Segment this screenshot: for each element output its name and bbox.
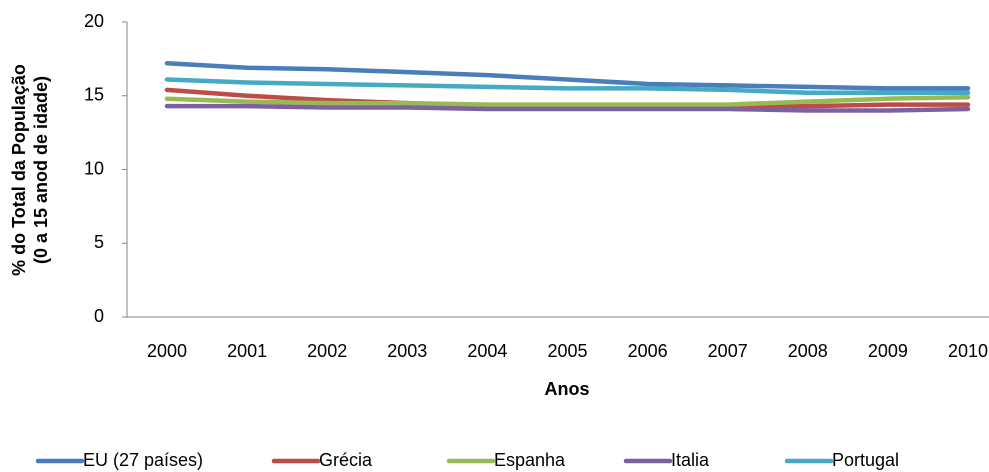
x-tick-label: 2004: [467, 341, 507, 361]
legend-label: Grécia: [319, 450, 373, 470]
line-series: [164, 77, 971, 96]
line-series: [164, 103, 971, 113]
x-tick-label: 2002: [307, 341, 347, 361]
legend-label: Portugal: [832, 450, 899, 470]
x-tick-label: 2007: [708, 341, 748, 361]
x-tick-label: 2008: [788, 341, 828, 361]
legend-label: EU (27 países): [83, 450, 203, 470]
x-tick-label: 2010: [948, 341, 988, 361]
y-tick-label: 20: [84, 11, 104, 31]
y-axis-title-line: (0 a 15 anod de idade): [31, 76, 51, 264]
x-axis-title: Anos: [545, 379, 590, 399]
x-tick-label: 2001: [227, 341, 267, 361]
y-axis-title: % do Total da População (0 a 15 anod de …: [9, 64, 51, 276]
line-series: [164, 94, 971, 107]
line-series: [164, 61, 971, 91]
legend-label: Italia: [671, 450, 710, 470]
x-tick-label: 2006: [628, 341, 668, 361]
y-tick-label: 10: [84, 158, 104, 178]
x-tick-label: 2005: [547, 341, 587, 361]
x-tick-label: 2009: [868, 341, 908, 361]
x-tick-label: 2000: [147, 341, 187, 361]
x-tick-label: 2003: [387, 341, 427, 361]
y-axis-title-line: % do Total da População: [9, 64, 29, 276]
legend-label: Espanha: [494, 450, 566, 470]
y-tick-label: 15: [84, 85, 104, 105]
y-tick-label: 5: [94, 232, 104, 252]
y-tick-label: 0: [94, 306, 104, 326]
